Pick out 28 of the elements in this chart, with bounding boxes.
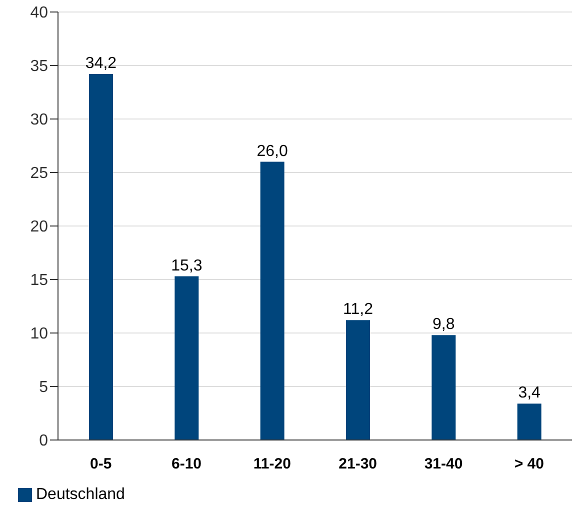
x-tick-label: 31-40 [424,456,463,473]
x-tick-label: 0-5 [90,456,112,473]
y-tick-label: 15 [30,272,48,290]
y-tick-label: 25 [30,165,48,182]
bar [346,320,370,440]
bar [517,404,542,440]
data-label: 11,2 [343,301,374,318]
data-label: 3,4 [518,384,541,402]
data-label: 15,3 [171,257,202,274]
y-tick-label: 10 [30,326,48,343]
y-tick-label: 40 [30,4,48,22]
y-tick-label: 0 [39,432,48,450]
data-label: 34,2 [85,55,117,72]
data-label: 26,0 [256,142,288,160]
bar [432,335,456,440]
y-tick-label: 5 [39,379,48,396]
x-tick-label: 6-10 [171,456,202,473]
data-label: 9,8 [432,316,455,334]
y-tick-label: 35 [30,58,48,76]
x-tick-label: 21-30 [338,456,378,473]
y-tick-label: 20 [30,218,48,236]
x-tick-label: 11-20 [253,456,291,473]
x-tick-label: > 40 [514,456,544,473]
bar [260,162,284,440]
legend-label: Deutschland [36,486,125,503]
y-tick-label: 30 [30,112,48,129]
bar [174,276,199,440]
bar [89,74,113,440]
